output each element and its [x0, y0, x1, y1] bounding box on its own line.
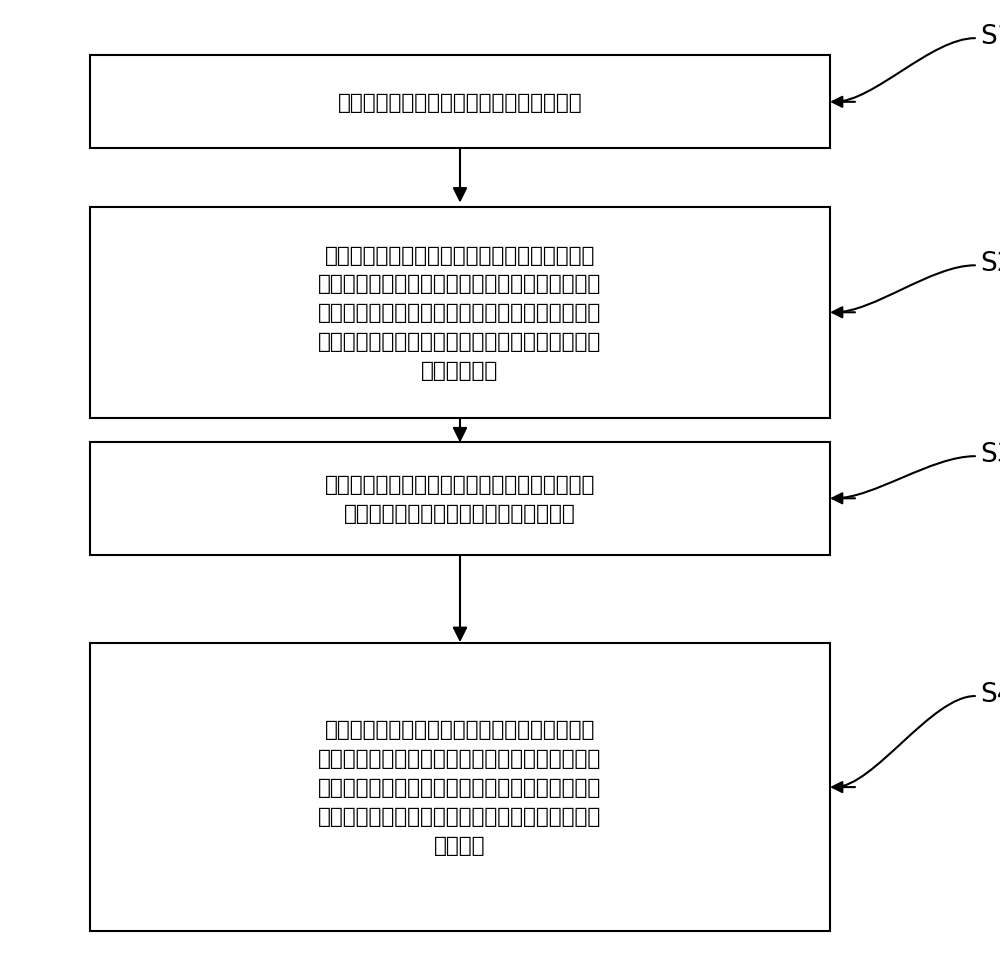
Text: 基于所述奇异摄动模型，按照给定的模型降阶误
差的范围，应用不同的主导特征值选取方式，分别
得到主导特征值的主导影响状态变量，对剩余状态
变量进行忽略快动态降阶处: 基于所述奇异摄动模型，按照给定的模型降阶误 差的范围，应用不同的主导特征值选取方… [318, 720, 602, 855]
Text: S400: S400 [980, 682, 1000, 707]
FancyBboxPatch shape [90, 442, 830, 556]
FancyBboxPatch shape [90, 208, 830, 419]
Text: S200: S200 [980, 251, 1000, 277]
Text: S100: S100 [980, 24, 1000, 50]
FancyBboxPatch shape [90, 57, 830, 149]
Text: 建立电力电子接口并网系统的电磁暂态模型: 建立电力电子接口并网系统的电磁暂态模型 [338, 93, 582, 112]
Text: S300: S300 [980, 442, 1000, 467]
Text: 基于所述电磁暂态模型，建立电力电子接口并网
系统的小信号模型，求取系统稳态运行点，求解小
信号模型状态矩阵在该稳态运行点处的特征值，引
入特征值灵敏度方法分析特: 基于所述电磁暂态模型，建立电力电子接口并网 系统的小信号模型，求取系统稳态运行点… [318, 245, 602, 380]
Text: 提取电力电子接口并网系统各状态变量对应的奇
异摄动参数，建立该系统的奇异摄动模型: 提取电力电子接口并网系统各状态变量对应的奇 异摄动参数，建立该系统的奇异摄动模型 [325, 474, 595, 523]
FancyBboxPatch shape [90, 644, 830, 931]
